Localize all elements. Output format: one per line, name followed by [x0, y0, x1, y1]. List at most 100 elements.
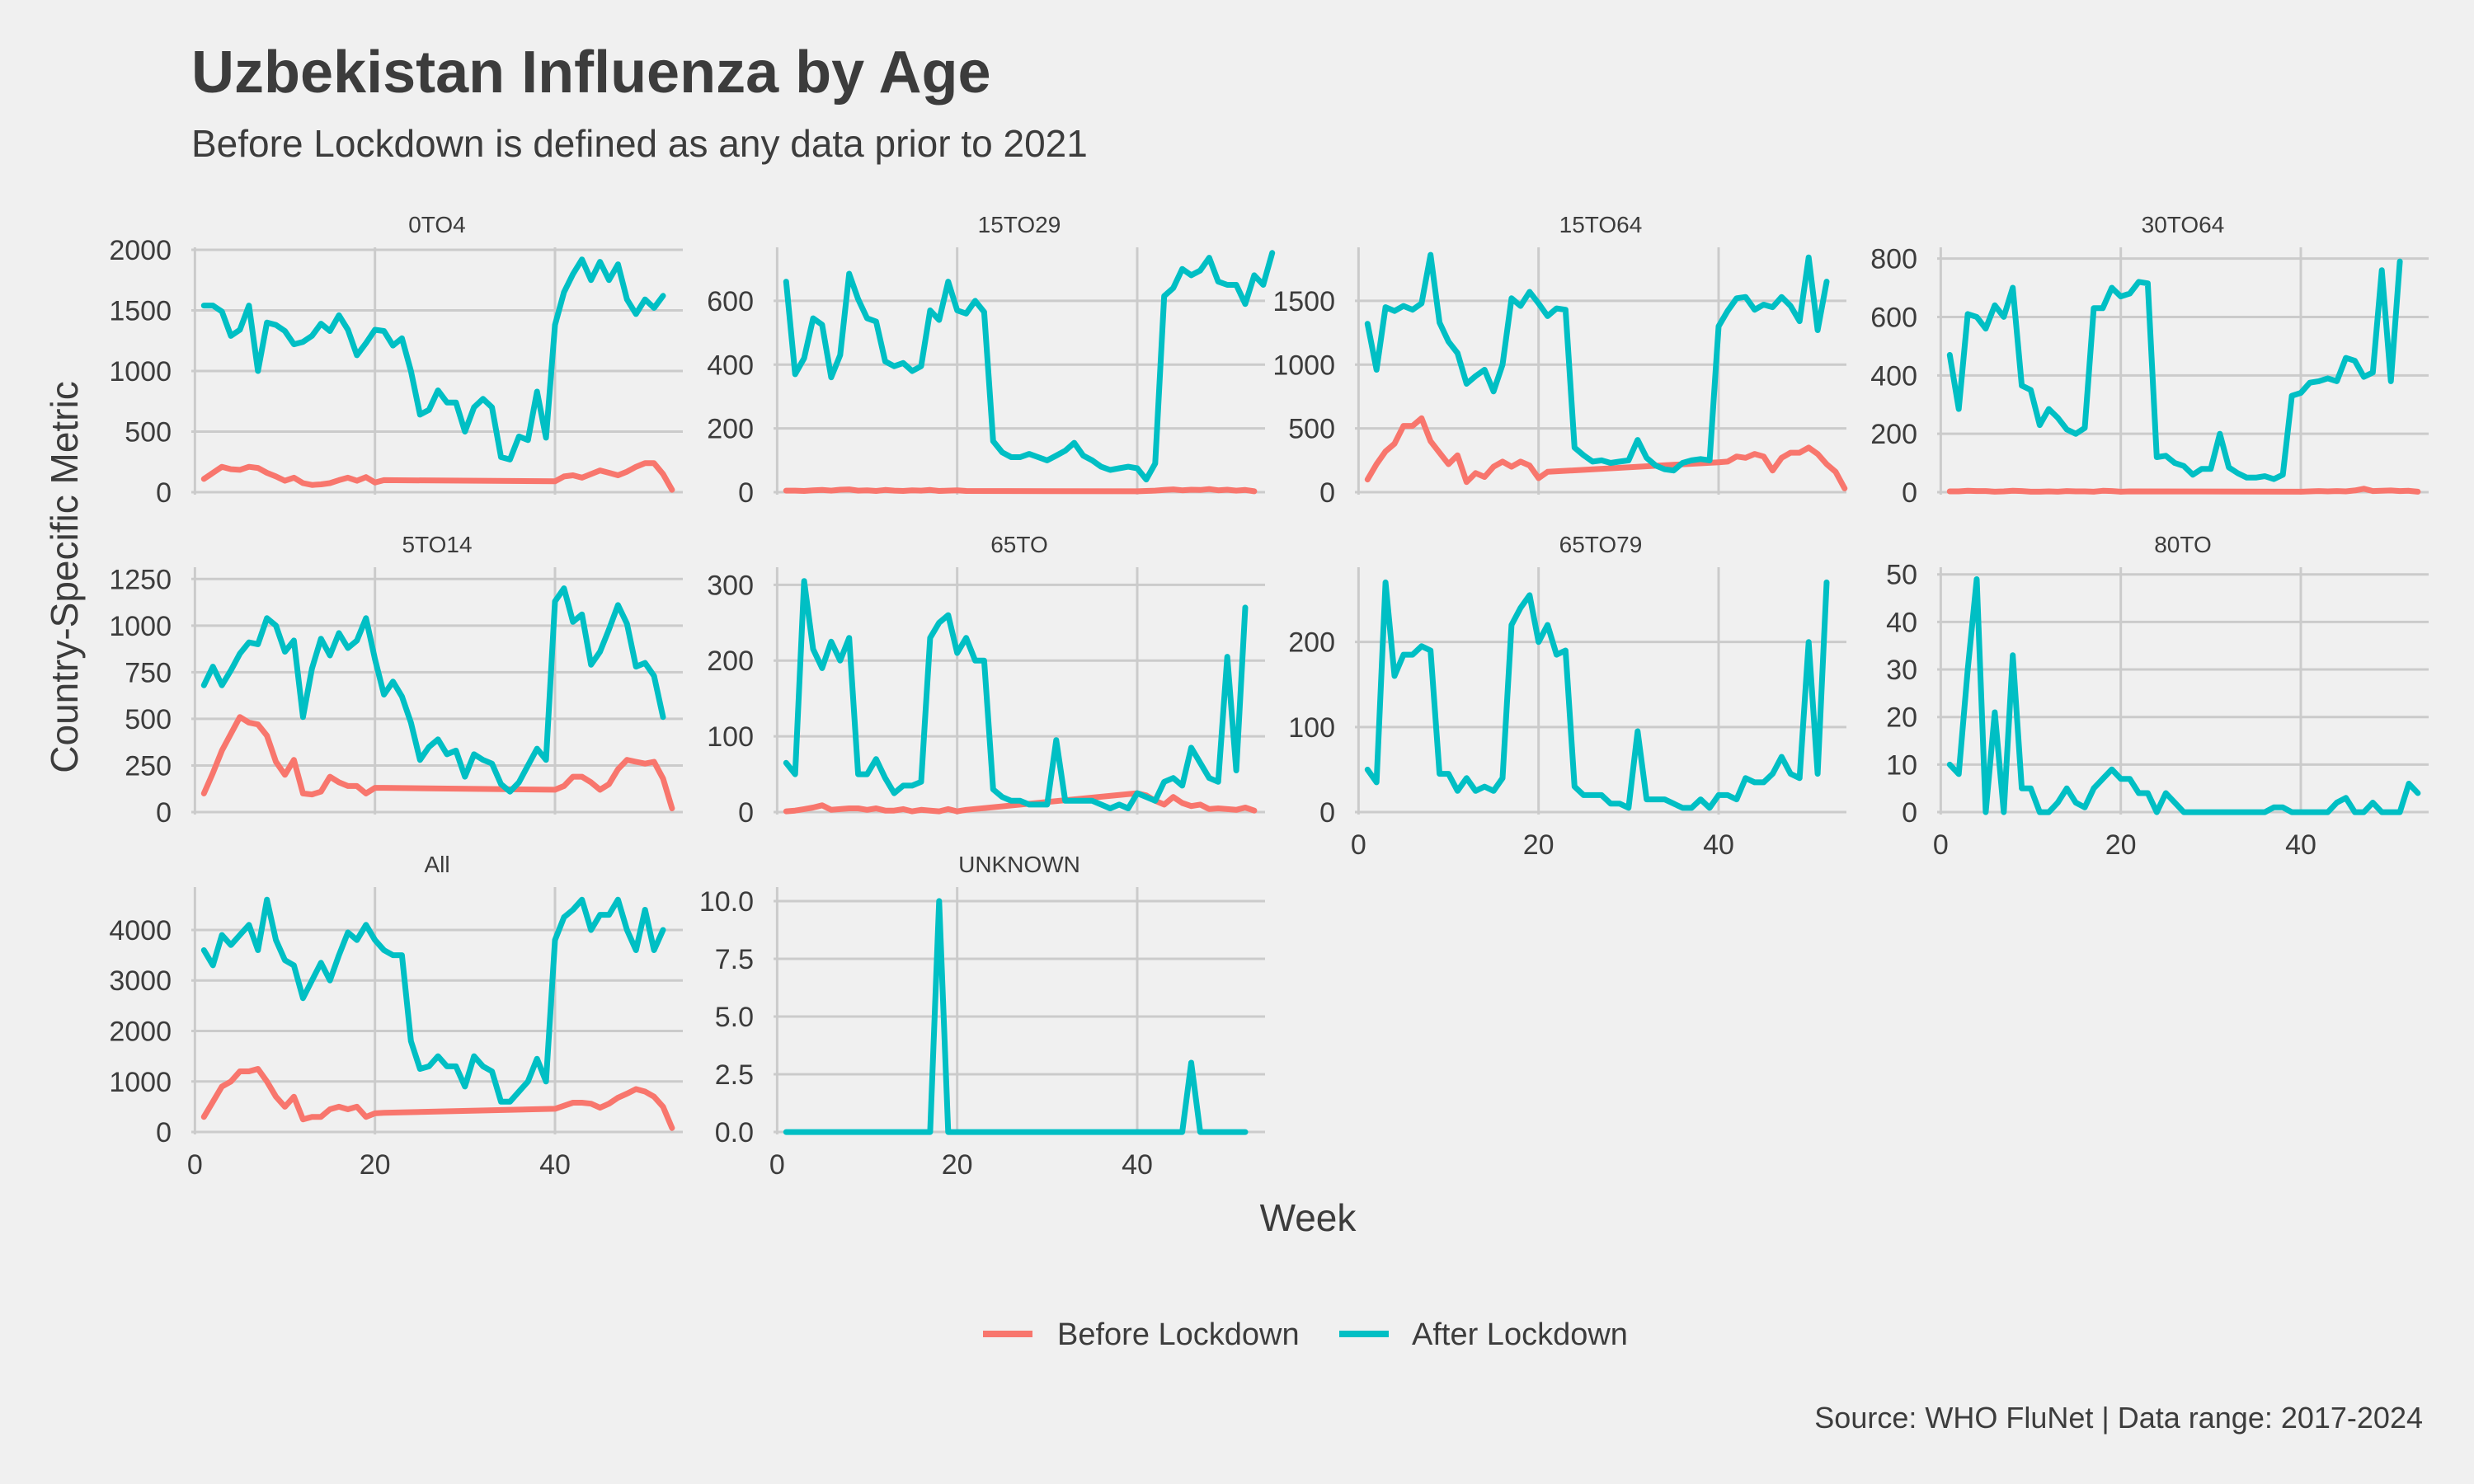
- panel-30to64: 30TO64 0 200 400 600 800: [1870, 212, 2429, 509]
- y-tick-label: 250: [125, 750, 172, 782]
- panel-15to29: 15TO29 0 200 400 600: [707, 212, 1276, 509]
- y-tick-label: 0: [738, 477, 754, 509]
- y-tick-label: 200: [1288, 627, 1335, 659]
- y-tick-label: 4000: [109, 915, 172, 946]
- series-line-after-65to: [783, 578, 1249, 811]
- y-tick-label: 0: [156, 797, 172, 829]
- series-line-before-0to4: [200, 460, 675, 493]
- series-line-before-15to64: [1364, 415, 1848, 491]
- y-tick-label: 600: [1870, 302, 1917, 333]
- series-line-after-15to29: [783, 250, 1276, 483]
- x-tick-label: 40: [1703, 829, 1734, 861]
- y-tick-label: 40: [1886, 607, 1917, 638]
- y-tick-label: 100: [1288, 712, 1335, 744]
- panel-unknown: UNKNOWN 0.0 2.5 5.0 7.5 10.0 0 20 40: [699, 852, 1265, 1181]
- strip-label-15to29: 15TO29: [978, 212, 1061, 237]
- x-axis-title: Week: [1260, 1196, 1357, 1239]
- y-tick-label: 3000: [109, 965, 172, 997]
- y-tick-label: 1000: [1272, 350, 1335, 381]
- panel-80to: 80TO 0 10 20 30 40 50 0 20 40: [1886, 532, 2429, 861]
- y-tick-label: 750: [125, 657, 172, 688]
- y-tick-label: 1000: [109, 356, 172, 387]
- x-tick-label: 20: [360, 1149, 391, 1181]
- y-tick-label: 1500: [109, 295, 172, 326]
- y-tick-label: 400: [707, 350, 754, 381]
- legend: Before Lockdown After Lockdown: [983, 1317, 1628, 1352]
- x-tick-label: 0: [187, 1149, 203, 1181]
- x-tick-label: 0: [1933, 829, 1949, 861]
- y-tick-label: 0: [156, 1117, 172, 1148]
- series-line-after-15to64: [1364, 251, 1830, 474]
- x-tick-label: 0: [1351, 829, 1366, 861]
- panel-0to4: 0TO4 0 500 1000 1500 2000: [109, 212, 683, 509]
- series-line-after-5to14: [200, 585, 666, 795]
- y-axis-title: Country-Specific Metric: [43, 381, 86, 773]
- series-line-before-15to29: [783, 486, 1258, 495]
- panel-65to: 65TO 0 100 200 300: [707, 532, 1265, 829]
- panel-15to64: 15TO64 0 500 1000 1500: [1272, 212, 1848, 509]
- strip-label-15to64: 15TO64: [1559, 212, 1643, 237]
- x-tick-label: 40: [2285, 829, 2316, 861]
- strip-label-unknown: UNKNOWN: [958, 852, 1080, 877]
- y-tick-label: 1250: [109, 564, 172, 595]
- y-tick-label: 500: [125, 704, 172, 735]
- y-tick-label: 2000: [109, 1017, 172, 1048]
- y-tick-label: 20: [1886, 702, 1917, 734]
- series-line-before-5to14: [200, 714, 675, 811]
- chart-title: Uzbekistan Influenza by Age: [191, 40, 991, 106]
- y-tick-label: 800: [1870, 244, 1917, 275]
- y-tick-label: 1000: [109, 611, 172, 642]
- y-tick-label: 200: [1870, 419, 1917, 450]
- y-tick-label: 1000: [109, 1067, 172, 1098]
- series-line-after-80to: [1946, 576, 2421, 815]
- chart-caption: Source: WHO FluNet | Data range: 2017-20…: [1814, 1401, 2423, 1435]
- strip-label-30to64: 30TO64: [2142, 212, 2225, 237]
- strip-label-65to: 65TO: [990, 532, 1048, 557]
- y-tick-label: 2.5: [715, 1059, 754, 1091]
- strip-label-80to: 80TO: [2154, 532, 2212, 557]
- series-line-after-0to4: [200, 256, 666, 463]
- y-tick-label: 100: [707, 721, 754, 753]
- series-line-after-all: [200, 896, 666, 1105]
- series-line-before-30to64: [1946, 486, 2421, 495]
- y-tick-label: 0: [1902, 477, 1917, 509]
- y-tick-label: 1500: [1272, 286, 1335, 317]
- y-tick-label: 400: [1870, 360, 1917, 392]
- series-line-after-30to64: [1946, 258, 2403, 482]
- strip-label-65to79: 65TO79: [1559, 532, 1643, 557]
- y-tick-label: 600: [707, 286, 754, 317]
- y-tick-label: 0: [1319, 477, 1335, 509]
- series-line-after-65to79: [1364, 579, 1830, 811]
- series-line-before-all: [200, 1066, 675, 1131]
- x-tick-label: 40: [1122, 1149, 1153, 1181]
- y-tick-label: 0: [738, 797, 754, 829]
- y-tick-label: 10.0: [699, 886, 754, 918]
- panel-5to14: 5TO14 0 250 500 750 1000 1250: [109, 532, 683, 829]
- chart-subtitle: Before Lockdown is defined as any data p…: [191, 122, 1088, 165]
- x-tick-label: 20: [2105, 829, 2137, 861]
- strip-label-0to4: 0TO4: [408, 212, 466, 237]
- strip-label-5to14: 5TO14: [402, 532, 472, 557]
- y-tick-label: 0.0: [715, 1117, 754, 1148]
- y-tick-label: 500: [1288, 414, 1335, 445]
- y-tick-label: 50: [1886, 560, 1917, 591]
- y-tick-label: 200: [707, 646, 754, 677]
- y-tick-label: 0: [1902, 797, 1917, 829]
- legend-label-before: Before Lockdown: [1057, 1317, 1300, 1352]
- series-line-before-65to: [783, 790, 1258, 815]
- y-tick-label: 5.0: [715, 1002, 754, 1033]
- series-line-after-unknown: [783, 898, 1249, 1135]
- panel-all: All 0 1000 2000 3000 4000 0 20 40: [109, 852, 683, 1181]
- x-tick-label: 20: [942, 1149, 973, 1181]
- y-tick-label: 0: [1319, 797, 1335, 829]
- y-tick-label: 7.5: [715, 944, 754, 975]
- y-tick-label: 0: [156, 477, 172, 509]
- panel-65to79: 65TO79 0 100 200 0 20 40: [1288, 532, 1846, 861]
- y-tick-label: 500: [125, 417, 172, 448]
- facet-panels: 0TO4050010001500200015TO29020040060015TO…: [109, 212, 2429, 1181]
- strip-label-all: All: [424, 852, 449, 877]
- y-tick-label: 300: [707, 570, 754, 601]
- x-tick-label: 40: [539, 1149, 571, 1181]
- y-tick-label: 200: [707, 414, 754, 445]
